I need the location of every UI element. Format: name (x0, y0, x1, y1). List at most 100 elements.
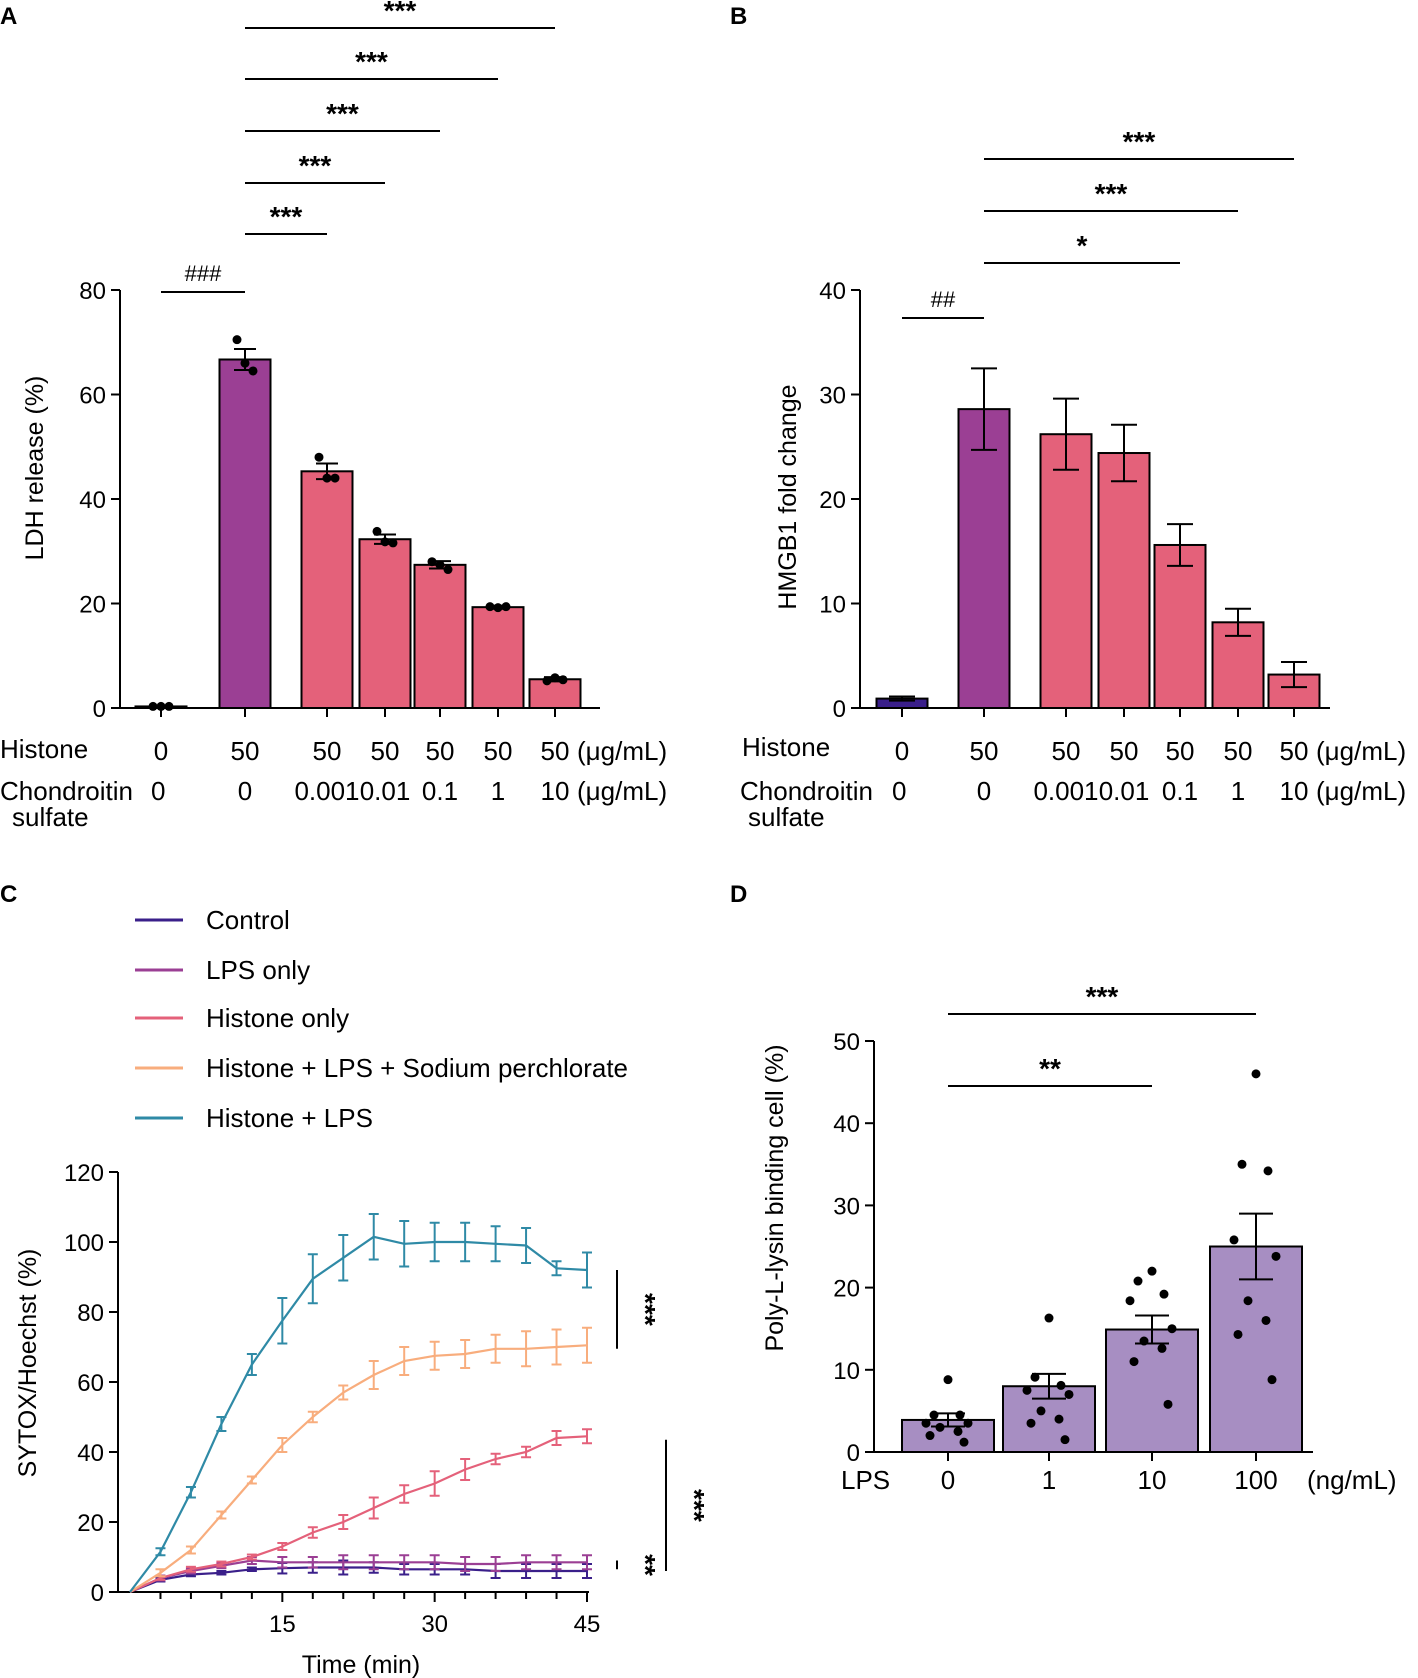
c-ytick-label: 40 (77, 1440, 104, 1467)
d-data-point (1060, 1435, 1070, 1445)
a-histone-value: 50 (426, 736, 455, 766)
d-ytick-label: 0 (847, 1440, 860, 1467)
c-ytick-label: 60 (77, 1370, 104, 1397)
panel-letter-c: C (0, 881, 17, 908)
c-series-line-2 (129, 1435, 588, 1593)
a-data-point (314, 452, 324, 462)
b-ytick-label: 10 (819, 592, 846, 619)
b-sig-label: *** (1095, 178, 1128, 209)
a-sig-label: ### (185, 261, 222, 286)
b-chondroitin-value: 0.001 (1033, 776, 1098, 806)
c-ytick-label: 100 (64, 1230, 104, 1257)
b-chondroitin-value: 10 (1280, 776, 1309, 806)
a-bar (300, 470, 354, 709)
a-data-point (380, 537, 390, 547)
chart-a: LDH release (%) 0 20 40 60 80 ### *** *** *** **… (0, 0, 667, 832)
a-histone-value: 50 (484, 736, 513, 766)
a-chondroitin-value: 10 (541, 776, 570, 806)
a-ytick-label: 40 (79, 487, 106, 514)
c-ytick-label: 120 (64, 1160, 104, 1187)
a-chondroitin-value: 0.1 (422, 776, 458, 806)
a-sig-label: *** (326, 98, 359, 129)
d-data-point (1233, 1329, 1243, 1339)
a-data-point (427, 557, 437, 567)
b-bar (957, 408, 1011, 709)
d-data-point (1056, 1380, 1066, 1390)
d-xtick-label: 1 (1042, 1465, 1056, 1495)
d-data-point (1261, 1315, 1271, 1325)
chart-d-lps-label: LPS (841, 1465, 890, 1495)
a-data-point (485, 602, 495, 612)
d-data-point (1044, 1313, 1054, 1323)
chart-a-histone-unit: (μg/mL) (577, 736, 667, 766)
a-data-point (501, 602, 511, 612)
d-ytick-label: 10 (833, 1358, 860, 1385)
d-data-point (1139, 1336, 1149, 1346)
d-xtick-label: 10 (1138, 1465, 1167, 1495)
a-data-point (148, 701, 158, 711)
d-data-point (1030, 1372, 1040, 1382)
d-data-point (1133, 1276, 1143, 1286)
d-data-point (1064, 1389, 1074, 1399)
a-chondroitin-value: 1 (491, 776, 505, 806)
a-data-point (550, 673, 560, 683)
b-histone-value: 50 (1052, 736, 1081, 766)
legend-label-4: Histone + LPS (206, 1103, 373, 1133)
d-bar (1209, 1245, 1303, 1453)
d-data-point (943, 1375, 953, 1385)
c-xtick-label: 45 (574, 1611, 601, 1638)
a-data-point (164, 701, 174, 711)
chart-a-chondroitin-unit: (μg/mL) (577, 776, 667, 806)
b-chondroitin-value: 0.01 (1099, 776, 1150, 806)
chart-a-histone-label: Histone (0, 734, 88, 764)
c-xtick-label: 15 (269, 1611, 296, 1638)
a-sig-label: *** (299, 150, 332, 181)
a-data-point (240, 358, 250, 368)
chart-b-ylabel: HMGB1 fold change (774, 384, 802, 609)
a-data-point (542, 676, 552, 686)
c-series-line-3 (129, 1344, 588, 1593)
b-bar (1153, 543, 1207, 709)
a-histone-value: 50 (313, 736, 342, 766)
d-bar (1105, 1328, 1199, 1453)
d-data-point (959, 1437, 969, 1447)
b-bar (1039, 433, 1093, 709)
chart-d-unit: (ng/mL) (1307, 1465, 1397, 1495)
d-xtick-label: 0 (941, 1465, 955, 1495)
chart-d-ylabel: Poly-L-lysin binding cell (%) (761, 1044, 789, 1351)
a-ytick-label: 60 (79, 383, 106, 410)
c-sig-label-3: ** (630, 1554, 661, 1576)
c-sig-label-2: *** (679, 1489, 710, 1522)
c-sig-label-1: *** (630, 1293, 661, 1326)
b-histone-value: 0 (895, 736, 909, 766)
d-data-point (1251, 1069, 1261, 1079)
a-histone-value: 0 (154, 736, 168, 766)
d-data-point (1147, 1266, 1157, 1276)
d-data-point (1036, 1406, 1046, 1416)
d-data-point (1129, 1357, 1139, 1367)
d-ytick-label: 50 (833, 1029, 860, 1056)
panel-letter-a: A (0, 3, 17, 30)
panel-letter-d: D (730, 881, 747, 908)
d-data-point (929, 1410, 939, 1420)
chart-b-chondroitin-unit: (μg/mL) (1316, 776, 1406, 806)
chart-d: Poly-L-lysin binding cell (%) LPS (ng/mL… (761, 981, 1397, 1495)
panel-letter-b: B (730, 3, 747, 30)
a-chondroitin-value: 0.001 (294, 776, 359, 806)
b-sig-label: * (1077, 230, 1088, 261)
d-sig-label: ** (1039, 1053, 1061, 1084)
a-data-point (372, 526, 382, 536)
d-data-point (935, 1422, 945, 1432)
b-histone-value: 50 (1224, 736, 1253, 766)
d-data-point (1054, 1414, 1064, 1424)
d-sig-label: *** (1086, 981, 1119, 1012)
a-data-point (388, 538, 398, 548)
chart-a-chondroitin-label: Chondroitin (0, 776, 133, 806)
a-bar (528, 678, 582, 710)
b-histone-value: 50 (970, 736, 999, 766)
a-ytick-label: 0 (93, 696, 106, 723)
b-chondroitin-value: 0 (892, 776, 906, 806)
d-ytick-label: 40 (833, 1111, 860, 1138)
